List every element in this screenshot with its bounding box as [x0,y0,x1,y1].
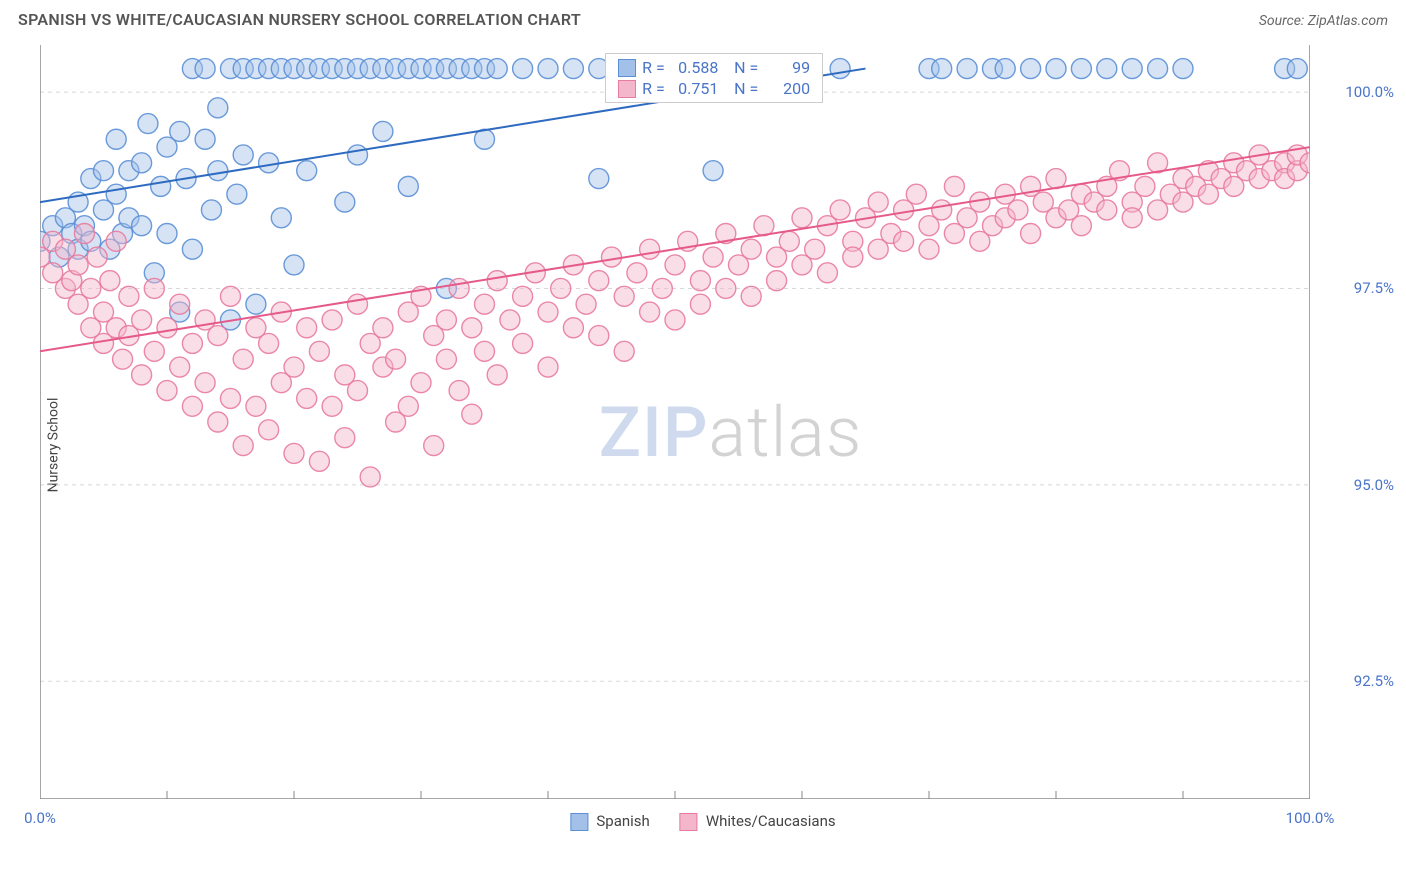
y-tick-label: 95.0% [1354,476,1394,494]
y-tick-label: 92.5% [1354,672,1394,690]
stats-swatch-whites [618,80,636,98]
chart-title: SPANISH VS WHITE/CAUCASIAN NURSERY SCHOO… [18,10,581,29]
stats-r-value-spanish: 0.588 [678,58,728,77]
stats-n-label-2: N = [734,79,764,98]
y-tick-label: 97.5% [1354,279,1394,297]
source-attribution: Source: ZipAtlas.com [1259,13,1388,29]
header: SPANISH VS WHITE/CAUCASIAN NURSERY SCHOO… [0,0,1406,35]
chart-container: Nursery School R = 0.588 N = 99 R = 0.75… [0,35,1406,855]
stats-n-value-spanish: 99 [770,58,810,77]
plot-area: R = 0.588 N = 99 R = 0.751 N = 200 ZIPat… [40,45,1310,799]
scatter-plot-svg [40,45,1310,799]
legend-item-whites: Whites/Caucasians [680,812,836,831]
legend-label-whites: Whites/Caucasians [706,812,836,830]
x-tick-label: 0.0% [24,809,56,827]
legend-item-spanish: Spanish [570,812,649,831]
stats-r-label-2: R = [642,79,672,98]
legend-swatch-whites [680,813,698,831]
stats-swatch-spanish [618,59,636,77]
stats-r-label: R = [642,58,672,77]
legend: Spanish Whites/Caucasians [570,812,835,831]
y-tick-label: 100.0% [1345,83,1394,101]
x-tick-label: 100.0% [1286,809,1335,827]
stats-r-value-whites: 0.751 [678,79,728,98]
correlation-stats-box: R = 0.588 N = 99 R = 0.751 N = 200 [605,53,823,103]
stats-n-value-whites: 200 [770,79,810,98]
legend-label-spanish: Spanish [596,812,649,830]
legend-swatch-spanish [570,813,588,831]
stats-n-label: N = [734,58,764,77]
